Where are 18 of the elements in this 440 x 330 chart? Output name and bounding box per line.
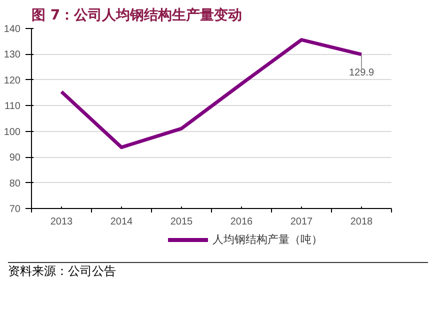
y-tick-label: 80 bbox=[9, 178, 21, 190]
y-tick-label: 90 bbox=[9, 152, 21, 164]
y-tick-label: 100 bbox=[4, 126, 21, 138]
y-tick-label: 130 bbox=[4, 50, 21, 61]
chart-title: 图 7：公司人均钢结构生产量变动 bbox=[32, 6, 242, 24]
x-tick-label: 2015 bbox=[170, 216, 194, 228]
legend-label: 人均钢结构产量（吨） bbox=[212, 233, 322, 246]
x-tick-label: 2017 bbox=[290, 216, 314, 228]
y-tick-label: 140 bbox=[4, 24, 21, 35]
x-tick-label: 2013 bbox=[50, 216, 74, 228]
x-tick-label: 2014 bbox=[110, 216, 134, 228]
y-tick-label: 70 bbox=[9, 204, 21, 215]
x-tick-label: 2016 bbox=[230, 216, 254, 228]
y-tick-label: 110 bbox=[4, 101, 21, 112]
x-tick-label: 2018 bbox=[350, 216, 374, 228]
y-tick-label: 120 bbox=[4, 75, 21, 86]
text: 资料来源：公司公告 bbox=[8, 263, 116, 280]
data-label: 129.9 bbox=[348, 68, 374, 79]
